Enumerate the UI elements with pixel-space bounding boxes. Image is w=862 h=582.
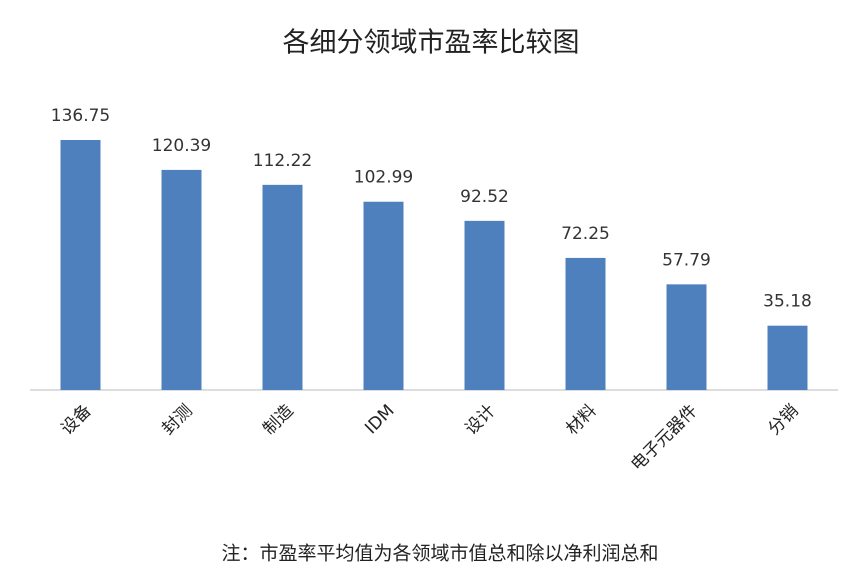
- x-tick-label: 封测: [158, 401, 196, 439]
- bar: [464, 220, 505, 390]
- x-tick-label: 电子元器件: [627, 401, 701, 475]
- value-label: 112.22: [253, 151, 312, 171]
- bar: [60, 140, 101, 390]
- x-tick-label: 设计: [461, 401, 499, 439]
- x-tick-label: 分销: [764, 401, 802, 439]
- value-label: 57.79: [662, 250, 711, 270]
- value-label: 136.75: [51, 106, 110, 126]
- value-label: 120.39: [152, 136, 211, 156]
- x-tick-label: 设备: [57, 401, 95, 439]
- bar: [363, 201, 404, 390]
- bar: [161, 169, 202, 390]
- bar: [666, 284, 707, 390]
- x-tick-label: IDM: [361, 401, 398, 438]
- chart-title: 各细分领域市盈率比较图: [283, 28, 580, 59]
- value-label: 72.25: [561, 224, 610, 244]
- value-label: 35.18: [763, 292, 812, 312]
- bar: [767, 325, 808, 390]
- value-label: 102.99: [354, 168, 413, 188]
- value-label: 92.52: [460, 187, 509, 207]
- bar: [565, 257, 606, 390]
- chart-note: 注：市盈率平均值为各领域市值总和除以净利润总和: [221, 543, 658, 565]
- bar: [262, 184, 303, 390]
- x-tick-label: 材料: [562, 401, 600, 439]
- x-tick-label: 制造: [259, 401, 297, 439]
